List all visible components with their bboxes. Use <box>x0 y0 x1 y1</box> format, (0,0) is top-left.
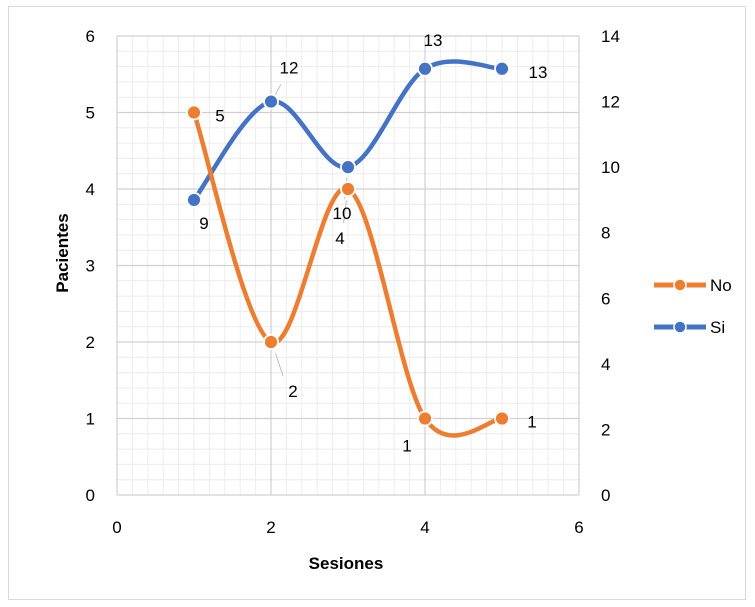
leader-line-no <box>343 199 347 224</box>
legend-item-no: No <box>654 276 732 295</box>
data-point-no <box>263 334 279 350</box>
y-axis-title: Pacientes <box>53 213 72 292</box>
y-tick-label: 1 <box>86 410 95 429</box>
data-point-no <box>340 181 356 197</box>
data-label-no: 1 <box>527 413 536 432</box>
x-tick-label: 2 <box>266 518 275 537</box>
data-point-si <box>340 159 356 176</box>
y-tick-label: 6 <box>86 27 95 46</box>
y-tick-label: 4 <box>86 180 95 199</box>
data-label-no: 1 <box>402 437 411 456</box>
data-point-no <box>186 104 202 121</box>
data-label-no: 4 <box>335 229 344 248</box>
data-point-si <box>417 60 433 77</box>
y2-tick-label: 2 <box>601 420 610 439</box>
x-tick-label: 0 <box>112 518 121 537</box>
y2-tick-label: 6 <box>601 289 610 308</box>
y-tick-label: 5 <box>86 104 95 123</box>
data-point-si <box>494 60 510 77</box>
x-tick-label: 4 <box>420 518 429 537</box>
legend: No Si <box>654 276 732 337</box>
series-points <box>186 60 510 427</box>
data-label-si: 9 <box>199 214 208 233</box>
legend-si-label: Si <box>710 318 725 337</box>
x-tick-label: 6 <box>574 518 583 537</box>
data-labels: 9 12 10 13 13 5 2 4 1 1 <box>199 31 547 456</box>
y-tick-label: 2 <box>86 333 95 352</box>
legend-no-label: No <box>710 276 732 295</box>
legend-si-swatch-marker <box>673 320 687 334</box>
x-axis-title: Sesiones <box>309 554 384 573</box>
data-label-no: 2 <box>288 382 297 401</box>
data-point-si <box>186 192 202 208</box>
data-label-no: 5 <box>215 107 224 126</box>
data-point-si <box>263 93 279 110</box>
legend-no-swatch-marker <box>673 278 687 292</box>
data-point-no <box>417 410 433 427</box>
y2-tick-label: 10 <box>601 158 620 177</box>
y2-tick-label: 0 <box>601 486 610 505</box>
legend-item-si: Si <box>654 318 725 337</box>
y-tick-label: 3 <box>86 257 95 276</box>
data-point-no <box>494 410 510 427</box>
y-tick-label: 0 <box>86 486 95 505</box>
data-label-si: 13 <box>529 63 548 82</box>
y2-tick-label: 4 <box>601 355 610 374</box>
y2-tick-label: 14 <box>601 27 620 46</box>
y2-tick-label: 12 <box>601 93 620 112</box>
y2-tick-label: 8 <box>601 224 610 243</box>
data-label-si: 10 <box>333 204 352 223</box>
data-label-si: 12 <box>280 59 299 78</box>
data-label-si: 13 <box>424 31 443 50</box>
chart-frame <box>8 6 746 600</box>
leader-line-si <box>274 83 282 97</box>
leader-line-no <box>274 352 284 377</box>
